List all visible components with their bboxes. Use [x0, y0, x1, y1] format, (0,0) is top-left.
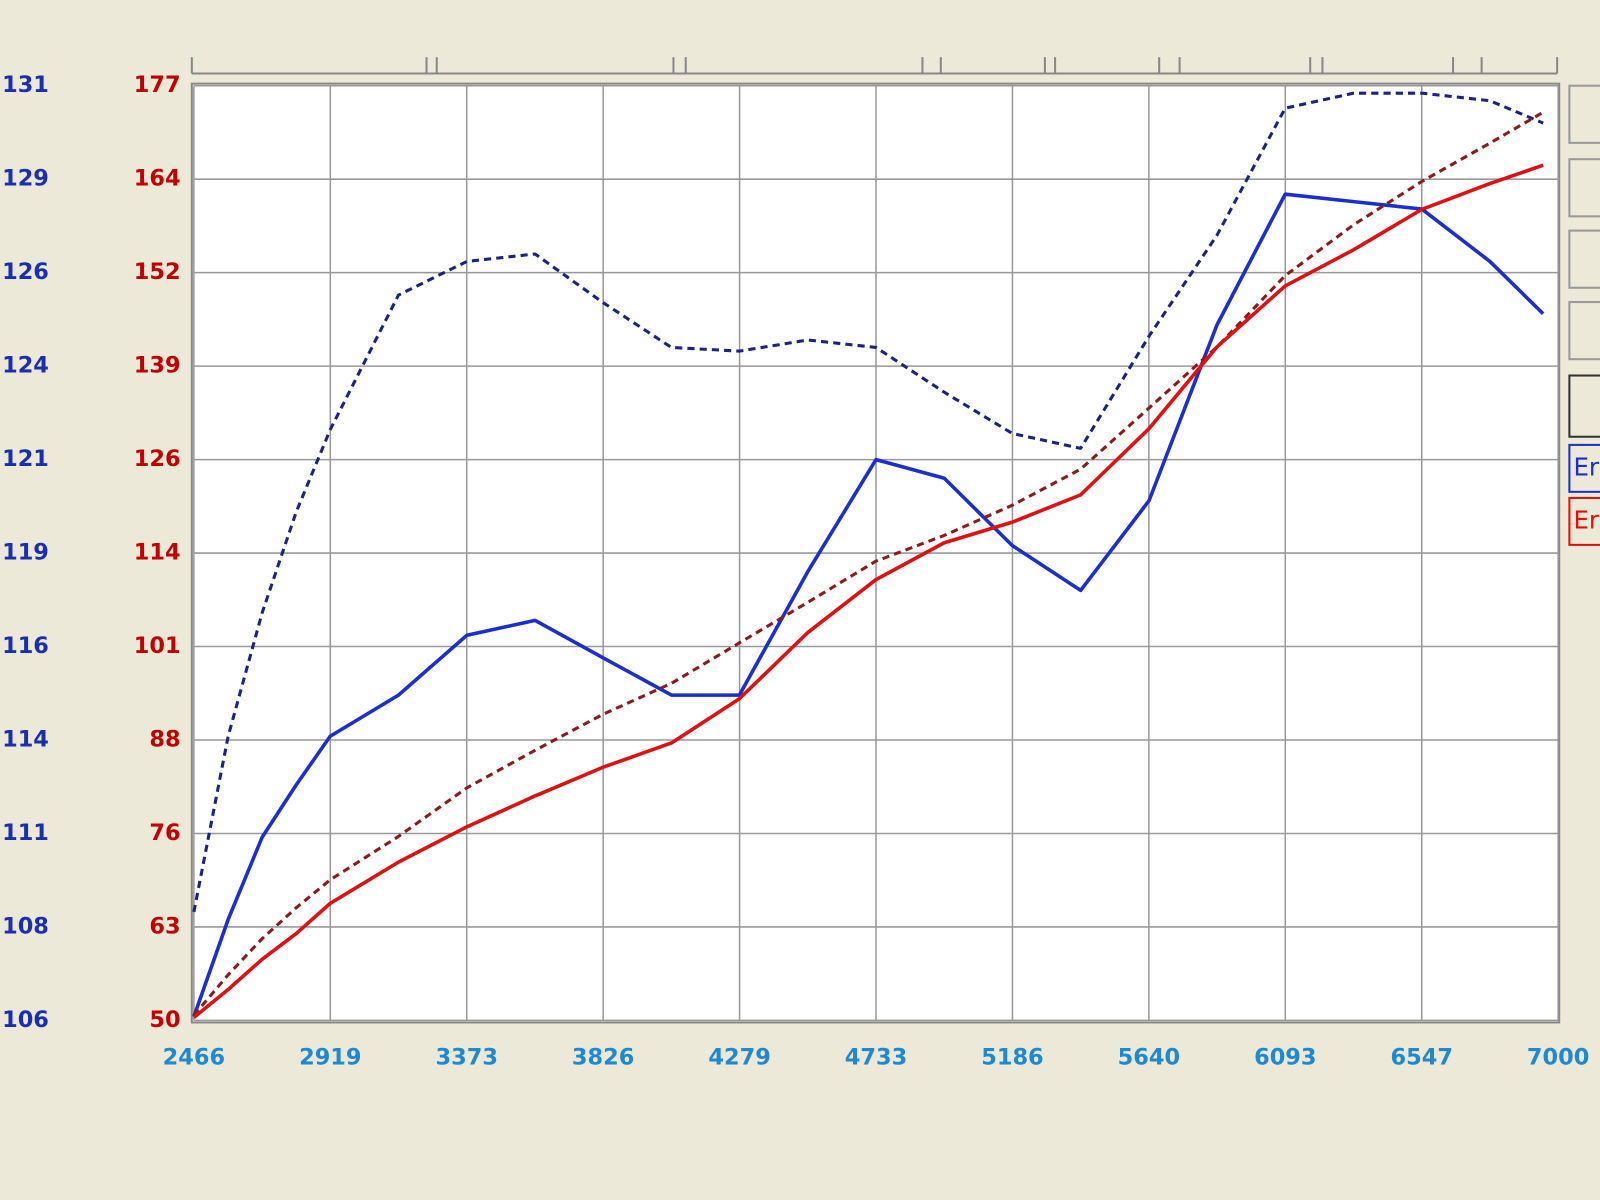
legend-button[interactable]: [1568, 496, 1600, 546]
y-tick-label: 106: [2, 1007, 49, 1033]
x-tick-label: 3826: [572, 1045, 634, 1071]
x-tick-label: 6093: [1254, 1045, 1316, 1071]
y2-tick-label: 164: [134, 166, 181, 192]
y-tick-label: 108: [2, 913, 49, 939]
tab-strip: [190, 57, 1559, 75]
x-tick-label: 6547: [1391, 1045, 1453, 1071]
y-tick-label: 124: [2, 353, 49, 379]
y-tick-label: 121: [2, 446, 49, 472]
y-tick-label: 114: [2, 727, 49, 753]
y2-tick-label: 50: [149, 1007, 180, 1033]
y2-tick-label: 177: [134, 72, 181, 98]
y-tick-label: 126: [2, 259, 49, 285]
y2-tick-label: 126: [134, 446, 181, 472]
x-tick-label: 5640: [1118, 1045, 1180, 1071]
y2-tick-label: 63: [149, 913, 180, 939]
side-button[interactable]: [1568, 229, 1600, 289]
x-tick-label: 2466: [163, 1045, 225, 1071]
side-button[interactable]: [1568, 301, 1600, 361]
side-button[interactable]: [1568, 374, 1600, 438]
y2-tick-label: 139: [134, 353, 181, 379]
y2-tick-label: 76: [149, 820, 180, 846]
y2-tick-label: 88: [149, 727, 180, 753]
legend-button-label: Er: [1573, 505, 1599, 534]
y-tick-label: 111: [2, 820, 49, 846]
y-tick-label: 116: [2, 633, 49, 659]
legend-button[interactable]: [1568, 443, 1600, 493]
y-tick-label: 129: [2, 166, 49, 192]
x-tick-label: 4279: [708, 1045, 770, 1071]
x-tick-label: 3373: [436, 1045, 498, 1071]
side-buttons: [1568, 84, 1600, 438]
y-tick-label: 119: [2, 540, 49, 566]
y2-tick-label: 114: [134, 540, 181, 566]
y-tick-label: 131: [2, 72, 49, 98]
series-line: [192, 163, 1544, 1019]
x-tick-label: 5186: [981, 1045, 1043, 1071]
x-tick-label: 2919: [299, 1045, 361, 1071]
y2-tick-label: 152: [134, 259, 181, 285]
series-line: [192, 192, 1545, 1018]
side-button[interactable]: [1568, 158, 1600, 218]
x-tick-label: 4733: [845, 1045, 907, 1071]
x-tick-label: 7000: [1527, 1045, 1589, 1071]
series-line: [192, 110, 1544, 1017]
legend-button-label: Er: [1573, 452, 1599, 481]
y2-tick-label: 101: [134, 633, 181, 659]
side-button[interactable]: [1568, 84, 1600, 144]
